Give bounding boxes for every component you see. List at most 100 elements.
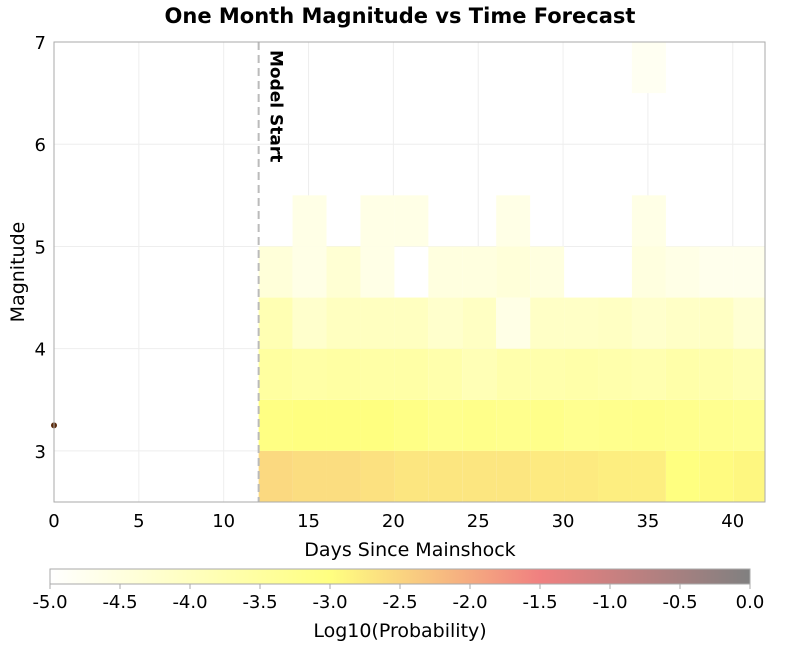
heatmap-cell: [292, 399, 327, 451]
x-axis-label: Days Since Mainshock: [304, 539, 515, 561]
colorbar-tick-label: -4.0: [172, 592, 207, 613]
heatmap-cell: [360, 195, 395, 247]
heatmap-cell: [631, 246, 666, 298]
x-tick-label: 20: [382, 511, 405, 532]
heatmap-cell: [360, 297, 395, 349]
x-tick-label: 15: [297, 511, 320, 532]
colorbar-tick-label: -3.0: [312, 592, 347, 613]
heatmap-cell: [598, 399, 632, 451]
heatmap-cell: [394, 399, 429, 451]
colorbar-tick-label: -4.5: [102, 592, 137, 613]
plot-frame: [53, 41, 766, 503]
heatmap-cell: [258, 450, 293, 502]
heatmap-cell: [292, 195, 327, 247]
heatmap-cell: [496, 399, 531, 451]
colorbar-tick-label: -2.5: [382, 592, 417, 613]
y-tick-label: 3: [35, 442, 46, 463]
heatmap-cell: [598, 450, 632, 502]
heatmap-cell: [631, 195, 666, 247]
y-tick-label: 7: [35, 33, 46, 54]
heatmap-cell: [733, 246, 765, 298]
heatmap-cell: [258, 297, 293, 349]
heatmap-cell: [258, 399, 293, 451]
heatmap-cell: [326, 246, 361, 298]
heatmap-cell: [699, 297, 734, 349]
heatmap-cell: [496, 348, 531, 400]
y-axis-label: Magnitude: [7, 222, 29, 323]
heatmap-cell: [665, 399, 700, 451]
heatmap-cell: [564, 399, 599, 451]
heatmap-cell: [530, 297, 565, 349]
heatmap-cell: [360, 399, 395, 451]
heatmap-cell: [733, 399, 765, 451]
heatmap-cell: [530, 450, 565, 502]
x-tick-label: 10: [212, 511, 235, 532]
heatmap-cell: [665, 246, 700, 298]
heatmap-cell: [496, 297, 531, 349]
heatmap-cell: [699, 450, 734, 502]
heatmap-cell: [462, 348, 497, 400]
heatmap-cell: [326, 399, 361, 451]
heatmap-cell: [665, 297, 700, 349]
heatmap-cell: [699, 348, 734, 400]
heatmap-cell: [394, 195, 429, 247]
heatmap-cell: [496, 450, 531, 502]
heatmap-cell: [631, 297, 666, 349]
y-tick-label: 6: [35, 135, 46, 156]
heatmap-cell: [598, 348, 632, 400]
x-tick-label: 30: [552, 511, 575, 532]
heatmap-cell: [530, 399, 565, 451]
heatmap-cell: [394, 297, 429, 349]
heatmap-cell: [292, 297, 327, 349]
colorbar-tick-label: -5.0: [32, 592, 67, 613]
heatmap-cell: [733, 348, 765, 400]
y-tick-label: 5: [35, 237, 46, 258]
heatmap-cell: [733, 297, 765, 349]
heatmap-cell: [733, 450, 765, 502]
heatmap-cell: [631, 450, 666, 502]
heatmap-cell: [292, 246, 327, 298]
y-tick-label: 4: [35, 340, 46, 361]
colorbar-tick-label: -1.0: [592, 592, 627, 613]
heatmap-cell: [496, 195, 531, 247]
heatmap-cell: [462, 450, 497, 502]
x-tick-label: 35: [636, 511, 659, 532]
model-start-label: Model Start: [266, 50, 286, 162]
heatmap-cell: [699, 399, 734, 451]
heatmap-cell: [326, 297, 361, 349]
colorbar-tick-label: -2.0: [452, 592, 487, 613]
x-tick-label: 40: [721, 511, 744, 532]
heatmap-cell: [326, 348, 361, 400]
heatmap-cell: [530, 348, 565, 400]
heatmap-cell: [631, 348, 666, 400]
colorbar-label: Log10(Probability): [313, 620, 486, 642]
heatmap-cell: [564, 450, 599, 502]
x-tick-label: 0: [48, 511, 59, 532]
heatmap-cell: [598, 297, 632, 349]
colorbar-tick-label: 0.0: [736, 592, 765, 613]
heatmap-cell: [699, 246, 734, 298]
colorbar-tick-label: -0.5: [662, 592, 697, 613]
heatmap-cell: [462, 246, 497, 298]
heatmap-cell: [360, 348, 395, 400]
heatmap-cell: [665, 348, 700, 400]
heatmap-cell: [462, 399, 497, 451]
colorbar: [49, 568, 751, 585]
heatmap-cell: [428, 348, 463, 400]
heatmap-cell: [530, 246, 565, 298]
heatmap-cell: [564, 297, 599, 349]
heatmap-cell: [564, 348, 599, 400]
heatmap-cell: [394, 348, 429, 400]
chart-title: One Month Magnitude vs Time Forecast: [165, 4, 636, 28]
heatmap-cell: [428, 450, 463, 502]
heatmap-cell: [258, 348, 293, 400]
heatmap-cell: [496, 246, 531, 298]
x-tick-label: 25: [467, 511, 490, 532]
heatmap-cell: [360, 246, 395, 298]
colorbar-tick-label: -1.5: [522, 592, 557, 613]
heatmap-cell: [428, 246, 463, 298]
heatmap-cell: [394, 450, 429, 502]
heatmap-cell: [665, 450, 700, 502]
heatmap-cell: [292, 450, 327, 502]
